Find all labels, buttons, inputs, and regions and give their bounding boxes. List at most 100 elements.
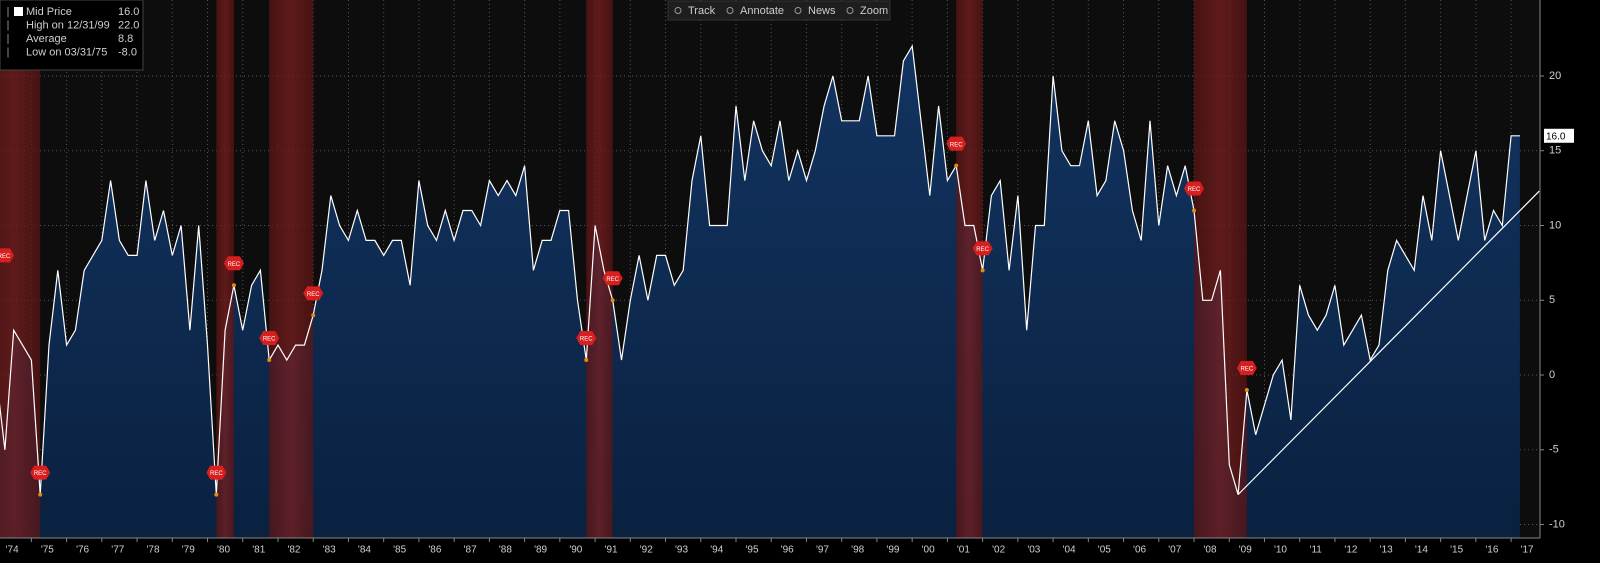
x-tick-label: '00 [922,545,935,556]
marker-dot [980,268,985,273]
marker-dot [1244,387,1249,392]
x-tick-label: '80 [217,545,230,556]
rec-marker: REC [223,256,244,288]
x-tick-label: '81 [252,545,265,556]
area [0,46,1520,538]
rec-marker: REC [303,286,324,318]
toolbar-label[interactable]: Track [688,5,716,17]
y-tick-label: 5 [1549,294,1555,306]
rec-badge [576,331,597,346]
x-tick-label: '94 [710,545,723,556]
x-tick-label: '87 [464,545,477,556]
x-tick-label: '07 [1168,545,1181,556]
x-tick-label: '96 [781,545,794,556]
x-tick-label: '78 [147,545,160,556]
rec-badge [972,241,993,256]
legend-value: 22.0 [118,19,139,31]
rec-marker: REC [1184,181,1205,213]
recession-band [956,0,983,538]
recession-band [269,0,314,538]
x-tick-label: '91 [605,545,618,556]
x-tick-label: '74 [6,545,19,556]
toolbar-button[interactable]: Zoom [846,5,888,17]
toolbar-label[interactable]: News [808,5,836,17]
rec-badge [259,331,280,346]
toolbar-icon[interactable] [674,7,682,14]
legend-label: High on 12/31/99 [26,19,110,31]
x-tick-label: '79 [182,545,195,556]
rec-marker: REC [602,271,623,303]
rec-marker: REC [206,465,227,497]
rec-label: REC [34,471,47,477]
legend-label: Average [26,33,67,45]
toolbar-button[interactable]: Annotate [726,5,784,17]
x-tick-label: '16 [1485,545,1498,556]
recession-band [1194,0,1247,538]
x-tick-label: '86 [428,545,441,556]
y-tick-label: 20 [1549,70,1561,82]
x-tick-label: '13 [1380,545,1393,556]
x-tick-label: '95 [745,545,758,556]
rec-label: REC [1241,367,1254,373]
x-tick-label: '75 [41,545,54,556]
legend-label: Mid Price [26,6,72,18]
rec-label: REC [1188,187,1201,193]
x-tick-label: '98 [851,545,864,556]
x-tick-label: '89 [534,545,547,556]
x-tick-label: '04 [1063,545,1076,556]
marker-dot [954,163,959,168]
x-tick-label: '85 [393,545,406,556]
rec-label: REC [307,292,320,298]
rec-badge [0,248,14,263]
rec-label: REC [0,254,11,260]
toolbar-icon[interactable] [846,7,854,14]
x-tick-label: '06 [1133,545,1146,556]
x-tick-label: '02 [992,545,1005,556]
marker-dot [584,358,589,363]
x-tick-label: '11 [1310,545,1323,556]
marker-dot [1192,208,1197,213]
rec-badge [602,271,623,286]
toolbar-icon[interactable] [726,7,734,14]
marker-dot [214,492,219,497]
rec-label: REC [580,337,593,343]
toolbar-label[interactable]: Annotate [740,5,784,17]
marker-dot [231,283,236,288]
y-tick-label: -10 [1549,518,1565,530]
toolbar-button[interactable]: News [794,5,836,17]
legend-swatch [14,7,23,16]
rec-label: REC [606,277,619,283]
legend-label: Low on 03/31/75 [26,46,107,58]
x-tick-label: '97 [816,545,829,556]
toolbar-bg [667,0,891,21]
x-tick-label: '83 [323,545,336,556]
toolbar-button[interactable]: Track [674,5,716,17]
rec-marker: REC [259,331,280,363]
rec-badge [206,465,227,480]
x-tick-label: '92 [640,545,653,556]
x-tick-label: '99 [886,545,899,556]
rec-marker: REC [576,331,597,363]
x-tick-label: '15 [1450,545,1463,556]
x-tick-label: '08 [1203,545,1216,556]
rec-label: REC [976,247,989,253]
rec-marker: REC [972,241,993,273]
x-tick-label: '77 [111,545,124,556]
rec-badge [303,286,324,301]
x-tick-label: '76 [76,545,89,556]
toolbar-label[interactable]: Zoom [860,5,888,17]
rec-label: REC [263,337,276,343]
x-tick-label: '03 [1027,545,1040,556]
x-tick-label: '10 [1274,545,1287,556]
last-value-label: 16.0 [1546,131,1566,142]
rec-badge [1236,360,1257,375]
rec-label: REC [228,262,241,268]
plot-area: REC REC REC REC REC REC REC REC REC REC REC REC [0,0,1540,538]
x-tick-label: '93 [675,545,688,556]
line [0,44,1520,495]
rec-badge [30,465,51,480]
marker-dot [38,492,43,497]
x-tick-label: '05 [1098,545,1111,556]
toolbar-icon[interactable] [794,7,802,14]
